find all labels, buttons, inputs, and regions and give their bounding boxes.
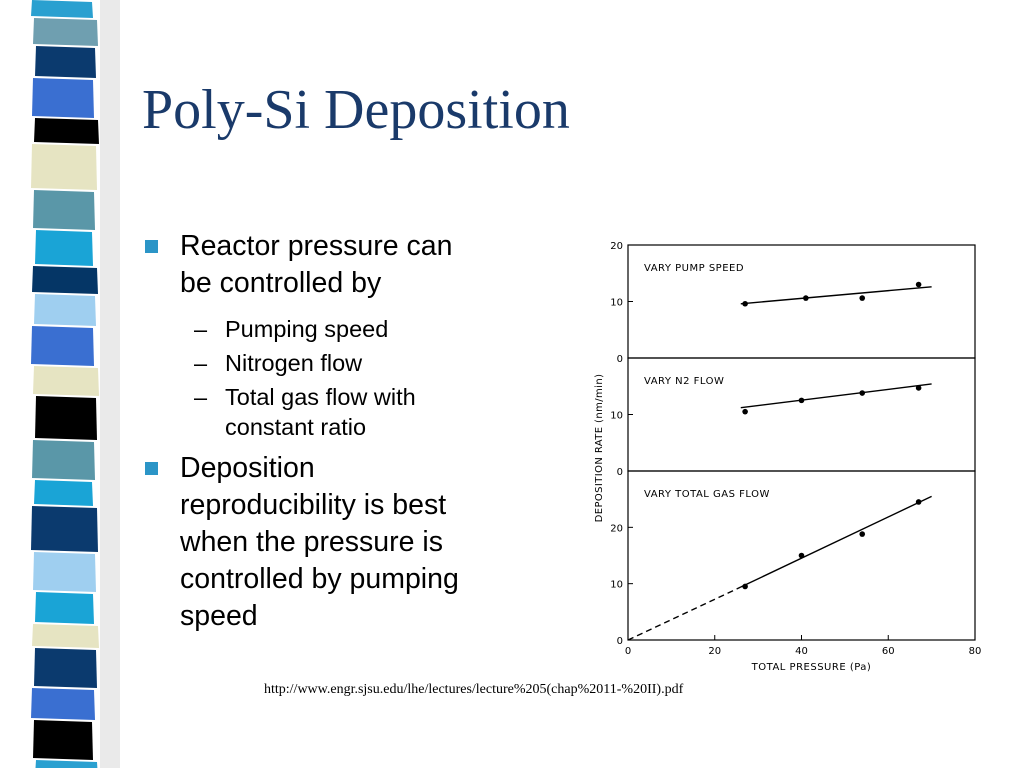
bullet-text-line: when the pressure is xyxy=(180,526,443,558)
fit-line xyxy=(740,286,932,305)
data-point xyxy=(742,583,748,590)
bullet-text-line: speed xyxy=(180,600,258,632)
chart-panel-frame xyxy=(627,244,976,359)
x-tick-label: 0 xyxy=(625,646,631,657)
square-bullet-icon xyxy=(145,462,158,475)
sub-bullet-list: – Pumping speed – Nitrogen flow – Total … xyxy=(145,314,525,442)
dash-bullet-icon: – xyxy=(194,350,208,376)
data-point xyxy=(742,300,748,307)
y-tick-label: 0 xyxy=(617,636,623,647)
x-axis-label: TOTAL PRESSURE (Pa) xyxy=(751,662,872,673)
y-axis-label: DEPOSITION RATE (nm/min) xyxy=(594,374,605,523)
panel-label: VARY PUMP SPEED xyxy=(644,263,744,274)
slide-title: Poly-Si Deposition xyxy=(142,79,570,141)
y-tick-label: 10 xyxy=(610,298,623,309)
data-point xyxy=(915,281,922,288)
data-point xyxy=(803,295,809,301)
sub-bullet-text: Nitrogen flow xyxy=(225,350,363,376)
source-url: http://www.engr.sjsu.edu/lhe/lectures/le… xyxy=(264,682,684,697)
panel-label: VARY TOTAL GAS FLOW xyxy=(644,489,770,500)
bullet-item: Reactor pressure can be controlled by xyxy=(145,228,525,302)
sub-bullet-text: constant ratio xyxy=(225,414,367,440)
bullet-text-line: Reactor pressure can xyxy=(180,230,453,262)
sub-bullet-item: – Pumping speed xyxy=(145,314,525,344)
data-point xyxy=(859,295,866,301)
decorative-stripe xyxy=(31,0,120,768)
sub-bullet-item: – Nitrogen flow xyxy=(145,348,525,378)
sub-bullet-text: Total gas flow with xyxy=(225,384,416,410)
square-bullet-icon xyxy=(145,240,158,253)
data-point xyxy=(915,385,922,391)
bullet-text-line: be controlled by xyxy=(180,267,382,299)
data-point xyxy=(798,397,805,404)
x-tick-label: 40 xyxy=(795,646,808,657)
dash-bullet-icon: – xyxy=(194,384,208,410)
y-tick-label: 0 xyxy=(617,467,623,478)
fit-line xyxy=(740,383,932,409)
bullet-item: Deposition reproducibility is best when … xyxy=(145,450,525,635)
x-tick-label: 60 xyxy=(882,646,895,657)
x-tick-label: 80 xyxy=(969,646,982,657)
sub-bullet-item: – Total gas flow with constant ratio xyxy=(145,382,525,442)
chart-panel-frame xyxy=(627,357,976,472)
bullet-text-line: Deposition xyxy=(180,452,315,484)
bullet-text-line: reproducibility is best xyxy=(180,489,447,521)
fit-line xyxy=(740,495,932,588)
deposition-rate-chart: 20 10 0 VARY PUMP SPEED 10 0 VARY N2 FLOW 20 10 0… xyxy=(594,241,982,673)
extrapolation-line xyxy=(627,586,742,641)
data-point xyxy=(859,390,866,396)
data-point xyxy=(859,531,866,537)
sub-bullet-text: Pumping speed xyxy=(225,316,389,342)
y-tick-label: 20 xyxy=(610,523,623,534)
dash-bullet-icon: – xyxy=(194,316,208,342)
data-point xyxy=(742,408,748,415)
bullet-list: Reactor pressure can be controlled by – … xyxy=(145,228,525,647)
bullet-text-line: controlled by pumping xyxy=(180,563,459,595)
data-point xyxy=(798,552,805,559)
data-point xyxy=(915,499,922,505)
x-tick-label: 20 xyxy=(708,646,721,657)
y-tick-label: 10 xyxy=(610,580,623,591)
y-tick-label: 10 xyxy=(610,411,623,422)
y-tick-label: 0 xyxy=(617,354,623,365)
panel-label: VARY N2 FLOW xyxy=(644,376,724,387)
y-tick-label: 20 xyxy=(610,241,623,252)
